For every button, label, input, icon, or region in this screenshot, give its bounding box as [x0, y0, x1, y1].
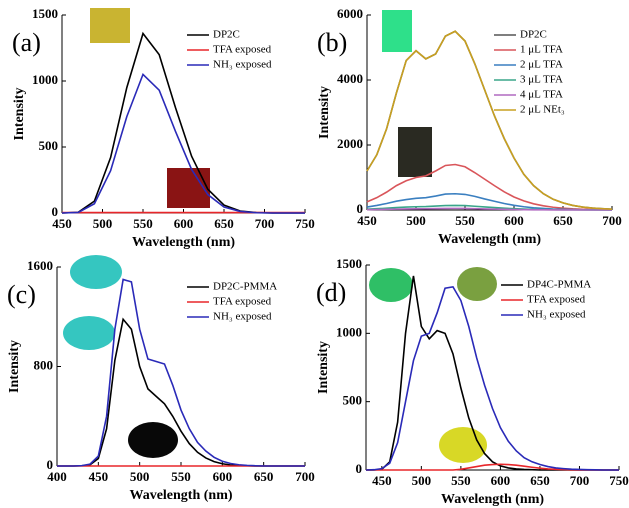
y-tick-label: 0 [47, 457, 54, 472]
inset-photo [457, 267, 497, 301]
legend-label: DP4C-PMMA [527, 279, 591, 291]
legend-label: 2 μL TFA [520, 59, 563, 71]
y-axis-label: Intensity [316, 341, 331, 394]
x-tick-label: 600 [504, 213, 524, 228]
inset-photo [398, 127, 432, 177]
x-tick-label: 650 [214, 216, 234, 231]
y-tick-label: 1000 [336, 324, 362, 339]
legend-label: 3 μL TFA [520, 74, 563, 86]
x-tick-label: 650 [530, 473, 550, 488]
x-tick-label: 550 [133, 216, 153, 231]
x-tick-label: 700 [295, 469, 315, 484]
x-tick-label: 450 [372, 473, 392, 488]
y-tick-label: 6000 [337, 6, 363, 21]
x-tick-label: 550 [451, 473, 471, 488]
legend-label: NH₃ exposed [213, 59, 272, 71]
legend-label: TFA exposed [213, 44, 272, 56]
panel-label: (c) [7, 280, 36, 309]
x-tick-label: 600 [174, 216, 194, 231]
y-axis-label: Intensity [317, 86, 332, 139]
y-tick-label: 0 [357, 201, 364, 216]
y-tick-label: 800 [34, 357, 54, 372]
y-tick-label: 0 [356, 461, 363, 476]
inset-photo [369, 268, 413, 302]
panel-label: (d) [316, 278, 346, 307]
x-tick-label: 700 [255, 216, 275, 231]
x-tick-label: 550 [455, 213, 475, 228]
x-tick-label: 600 [491, 473, 511, 488]
x-tick-label: 650 [553, 213, 573, 228]
x-tick-label: 500 [406, 213, 426, 228]
y-tick-label: 500 [343, 393, 363, 408]
x-tick-label: 450 [89, 469, 109, 484]
y-tick-label: 2000 [337, 136, 363, 151]
x-tick-label: 500 [93, 216, 113, 231]
figure: 450 500 550 600 650 700 750 0 500 1000 1500 Wavelen… [0, 0, 629, 508]
y-tick-label: 1000 [32, 72, 58, 87]
x-axis-label: Wavelength (nm) [132, 235, 235, 250]
legend-label: 1 μL TFA [520, 44, 563, 56]
inset-photo [128, 422, 178, 458]
y-tick-label: 1500 [32, 6, 58, 21]
x-tick-label: 600 [213, 469, 233, 484]
legend-label: 2 μL NEt₃ [520, 104, 565, 116]
legend-label: TFA exposed [213, 296, 272, 308]
y-tick-label: 1500 [336, 256, 362, 271]
x-tick-label: 750 [295, 216, 315, 231]
x-axis-label: Wavelength (nm) [441, 492, 544, 507]
legend-label: DP2C [213, 29, 240, 41]
legend-label: NH₃ exposed [213, 311, 272, 323]
x-tick-label: 750 [609, 473, 629, 488]
x-tick-label: 550 [171, 469, 191, 484]
legend-label: DP2C [520, 29, 547, 41]
x-axis-label: Wavelength (nm) [129, 488, 232, 503]
legend-label: DP2C-PMMA [213, 281, 277, 293]
inset-photo [382, 10, 412, 52]
panel-label: (b) [317, 28, 347, 57]
y-tick-label: 1600 [27, 258, 53, 273]
y-axis-label: Intensity [7, 340, 22, 393]
legend-label: 4 μL TFA [520, 89, 563, 101]
x-tick-label: 650 [254, 469, 274, 484]
x-axis-label: Wavelength (nm) [438, 232, 541, 247]
panel-label: (a) [12, 28, 41, 57]
x-tick-label: 700 [570, 473, 590, 488]
legend-label: TFA exposed [527, 294, 586, 306]
y-tick-label: 4000 [337, 71, 363, 86]
legend-label: NH₃ exposed [527, 309, 586, 321]
y-tick-label: 0 [52, 204, 59, 219]
y-axis-label: Intensity [12, 88, 27, 141]
inset-photo [63, 316, 115, 350]
x-tick-label: 500 [130, 469, 150, 484]
x-tick-label: 700 [602, 213, 622, 228]
inset-photo [90, 8, 130, 43]
inset-photo [70, 255, 122, 289]
x-tick-label: 500 [412, 473, 432, 488]
y-tick-label: 500 [39, 138, 59, 153]
